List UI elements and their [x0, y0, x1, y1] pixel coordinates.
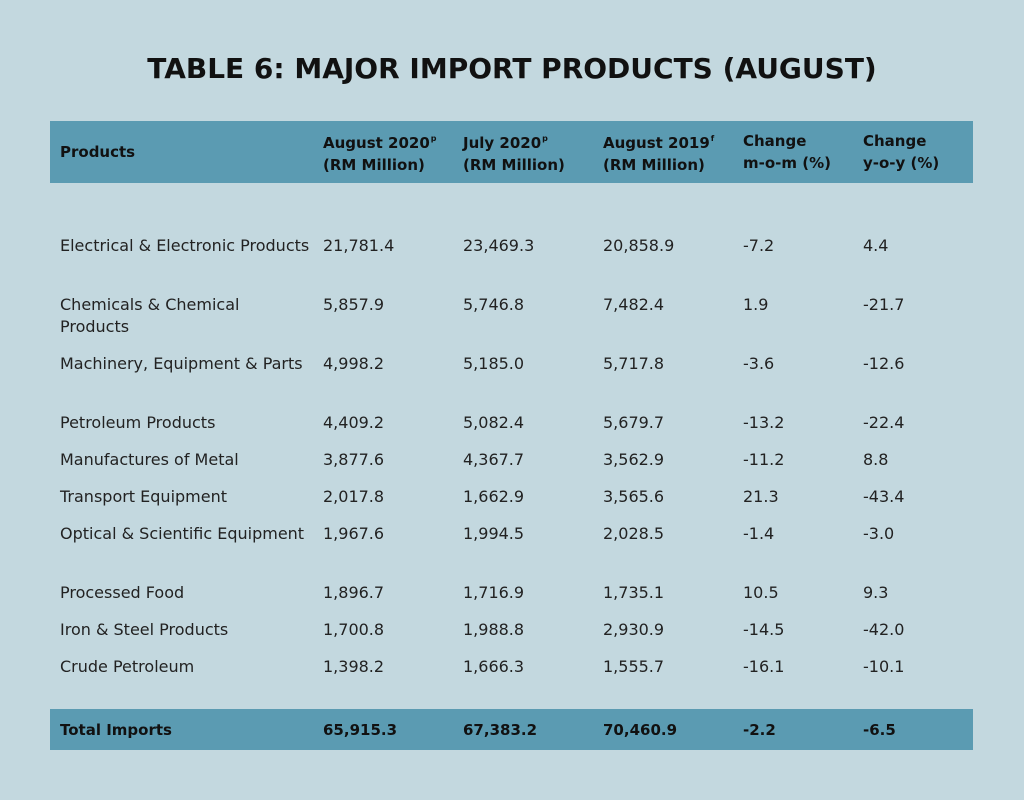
aug2020-value: 2,017.8 [323, 487, 385, 506]
table-row: Crude Petroleum 1,398.2 1,666.3 1,555.7 -16.… [50, 654, 973, 691]
yoy-change: -42.0 [863, 620, 905, 639]
yoy-change: -10.1 [863, 657, 905, 676]
yoy-change: -43.4 [863, 487, 905, 506]
mom-change: -11.2 [743, 450, 785, 469]
table-row: Machinery, Equipment & Parts 4,998.2 5,185… [50, 351, 973, 410]
table-row: Petroleum Products 4,409.2 5,082.4 5,679.7 -… [50, 410, 973, 447]
jul2020-value: 1,666.3 [463, 657, 525, 676]
mom-change: -3.6 [743, 354, 775, 373]
aug2020-value: 3,877.6 [323, 450, 385, 469]
mom-change: -7.2 [743, 236, 775, 255]
yoy-change: -12.6 [863, 354, 905, 373]
product-name: Transport Equipment [60, 487, 228, 506]
aug2019-value: 2,930.9 [603, 620, 665, 639]
table-header: Products August 2020p (RM Million) July 2… [50, 121, 973, 183]
mom-change: 21.3 [743, 487, 779, 506]
product-name: Chemicals & Chemical Products [60, 295, 240, 336]
yoy-change: 4.4 [863, 236, 889, 255]
jul2020-value: 23,469.3 [463, 236, 535, 255]
product-name: Electrical & Electronic Products [60, 236, 310, 255]
product-name: Manufactures of Metal [60, 450, 239, 469]
header-july-2020: July 2020p (RM Million) [463, 134, 565, 174]
jul2020-value: 5,185.0 [463, 354, 525, 373]
mom-change: -14.5 [743, 620, 785, 639]
aug2019-value: 1,735.1 [603, 583, 665, 602]
total-aug2020: 65,915.3 [323, 720, 398, 739]
product-name: Crude Petroleum [60, 657, 195, 676]
total-yoy: -6.5 [863, 720, 896, 739]
aug2020-value: 4,998.2 [323, 354, 385, 373]
mom-change: -16.1 [743, 657, 785, 676]
total-mom: -2.2 [743, 720, 776, 739]
yoy-change: -3.0 [863, 524, 895, 543]
mom-change: 1.9 [743, 295, 769, 314]
aug2019-value: 5,679.7 [603, 413, 665, 432]
aug2020-value: 1,967.6 [323, 524, 385, 543]
yoy-change: -22.4 [863, 413, 905, 432]
jul2020-value: 4,367.7 [463, 450, 525, 469]
aug2019-value: 3,565.6 [603, 487, 665, 506]
jul2020-value: 1,662.9 [463, 487, 525, 506]
table-row: Transport Equipment 2,017.8 1,662.9 3,565.6… [50, 484, 973, 521]
aug2019-value: 3,562.9 [603, 450, 665, 469]
total-aug2019: 70,460.9 [603, 720, 678, 739]
header-august-2020: August 2020p (RM Million) [323, 134, 437, 174]
table-row: Manufactures of Metal 3,877.6 4,367.7 3,562… [50, 447, 973, 484]
header-august-2019: August 2019f (RM Million) [603, 134, 715, 174]
mom-change: -1.4 [743, 524, 775, 543]
header-change-yoy: Change y-o-y (%) [863, 132, 940, 172]
table-row: Electrical & Electronic Products 21,781.4… [50, 233, 973, 292]
product-name: Iron & Steel Products [60, 620, 229, 639]
total-row: Total Imports 65,915.3 67,383.2 70,460.9… [50, 709, 973, 750]
table-row: Chemicals & Chemical Products 5,857.9 5,74… [50, 292, 973, 351]
jul2020-value: 5,082.4 [463, 413, 525, 432]
header-products: Products [60, 143, 136, 161]
yoy-change: 9.3 [863, 583, 889, 602]
aug2020-value: 1,896.7 [323, 583, 385, 602]
mom-change: -13.2 [743, 413, 785, 432]
aug2020-value: 21,781.4 [323, 236, 395, 255]
yoy-change: -21.7 [863, 295, 905, 314]
aug2019-value: 5,717.8 [603, 354, 665, 373]
jul2020-value: 1,988.8 [463, 620, 525, 639]
aug2019-value: 2,028.5 [603, 524, 665, 543]
total-label: Total Imports [60, 720, 172, 739]
jul2020-value: 1,994.5 [463, 524, 525, 543]
aug2020-value: 5,857.9 [323, 295, 385, 314]
aug2019-value: 20,858.9 [603, 236, 675, 255]
table-row: Optical & Scientific Equipment 1,967.6 1,9… [50, 521, 973, 580]
aug2019-value: 7,482.4 [603, 295, 665, 314]
table-title: TABLE 6: MAJOR IMPORT PRODUCTS (AUGUST) [147, 52, 877, 85]
aug2019-value: 1,555.7 [603, 657, 665, 676]
aug2020-value: 1,700.8 [323, 620, 385, 639]
jul2020-value: 1,716.9 [463, 583, 525, 602]
product-name: Petroleum Products [60, 413, 216, 432]
product-name: Processed Food [60, 583, 185, 602]
header-change-mom: Change m-o-m (%) [743, 132, 831, 172]
table-body: Electrical & Electronic Products 21,781.4… [50, 183, 973, 691]
mom-change: 10.5 [743, 583, 779, 602]
table-row: Iron & Steel Products 1,700.8 1,988.8 2,930… [50, 617, 973, 654]
jul2020-value: 5,746.8 [463, 295, 525, 314]
product-name: Optical & Scientific Equipment [60, 524, 305, 543]
table-row: Processed Food 1,896.7 1,716.9 1,735.1 10.5 9… [50, 580, 973, 617]
aug2020-value: 4,409.2 [323, 413, 385, 432]
total-jul2020: 67,383.2 [463, 720, 538, 739]
aug2020-value: 1,398.2 [323, 657, 385, 676]
product-name: Machinery, Equipment & Parts [60, 354, 303, 373]
import-products-table: Products August 2020p (RM Million) July 2… [50, 121, 973, 750]
yoy-change: 8.8 [863, 450, 889, 469]
